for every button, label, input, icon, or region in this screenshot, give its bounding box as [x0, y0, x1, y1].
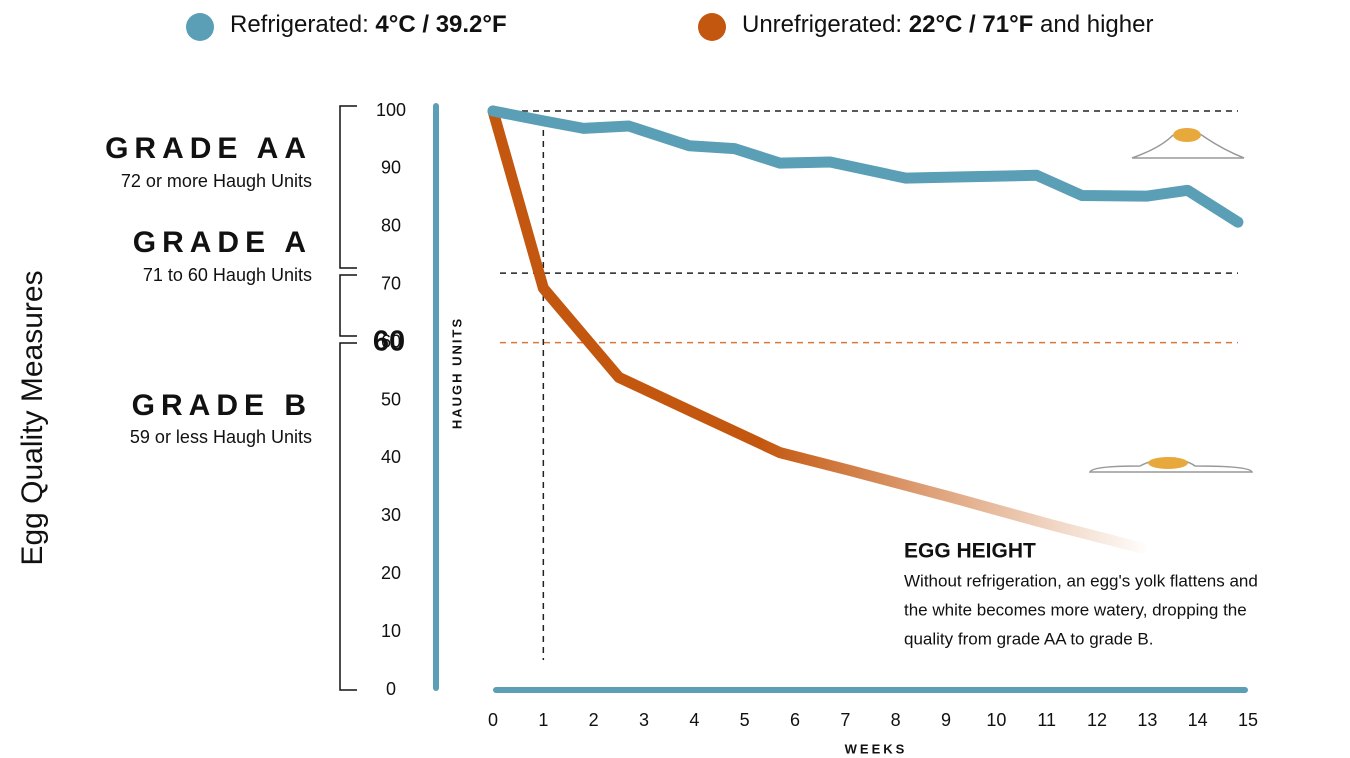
- x-axis-label: WEEKS: [845, 741, 908, 756]
- y-tick-label: 10: [381, 621, 401, 641]
- legend-label: Refrigerated: 4°C / 39.2°F: [230, 11, 507, 38]
- series-line: [487, 105, 1148, 554]
- egg-icon: [1131, 128, 1245, 159]
- grade-title: GRADE A: [133, 226, 312, 259]
- x-tick-label: 7: [840, 710, 850, 730]
- legend-marker: [186, 13, 214, 41]
- y-tick-label: 100: [376, 100, 406, 120]
- x-tick-label: 3: [639, 710, 649, 730]
- grade-subtitle: 71 to 60 Haugh Units: [143, 265, 312, 285]
- legend-marker: [698, 13, 726, 41]
- grade-title: GRADE AA: [105, 132, 312, 165]
- x-tick-label: 10: [986, 710, 1006, 730]
- x-tick-label: 11: [1037, 710, 1056, 730]
- x-tick-label: 2: [589, 710, 599, 730]
- threshold-label: 60: [373, 325, 405, 357]
- y-tick-label: 40: [381, 447, 401, 467]
- y-tick-label: 80: [381, 216, 401, 236]
- inner-axis-label: HAUGH UNITS: [449, 317, 464, 429]
- annotation-line: quality from grade AA to grade B.: [904, 629, 1153, 648]
- y-tick-label: 70: [381, 273, 401, 293]
- series-line: [487, 105, 1244, 228]
- x-tick-label: 5: [740, 710, 750, 730]
- x-tick-label: 6: [790, 710, 800, 730]
- grade-title: GRADE B: [132, 389, 312, 422]
- grade-subtitle: 72 or more Haugh Units: [121, 171, 312, 191]
- legend-label: Unrefrigerated: 22°C / 71°F and higher: [742, 11, 1153, 38]
- annotation-title: EGG HEIGHT: [904, 540, 1036, 563]
- x-tick-label: 4: [689, 710, 699, 730]
- grade-brackets: [339, 105, 357, 691]
- egg-icon-flat: [1088, 457, 1254, 473]
- y-tick-label: 50: [381, 389, 401, 409]
- x-tick-label: 14: [1188, 710, 1208, 730]
- y-tick-label: 30: [381, 505, 401, 525]
- grade-subtitle: 59 or less Haugh Units: [130, 427, 312, 447]
- annotation-line: Without refrigeration, an egg's yolk fla…: [904, 571, 1258, 590]
- x-tick-label: 8: [891, 710, 901, 730]
- y-tick-label: 0: [386, 679, 396, 699]
- y-tick-label: 90: [381, 158, 401, 178]
- annotation-line: the white becomes more watery, dropping …: [904, 600, 1247, 619]
- y-tick-label: 60: [381, 331, 401, 351]
- y-tick-label: 20: [381, 563, 401, 583]
- y-axis-label: Egg Quality Measures: [16, 270, 49, 565]
- x-tick-label: 13: [1137, 710, 1157, 730]
- x-tick-label: 9: [941, 710, 951, 730]
- x-tick-label: 12: [1087, 710, 1107, 730]
- x-tick-label: 1: [538, 710, 548, 730]
- x-tick-label: 15: [1238, 710, 1258, 730]
- x-tick-label: 0: [488, 710, 498, 730]
